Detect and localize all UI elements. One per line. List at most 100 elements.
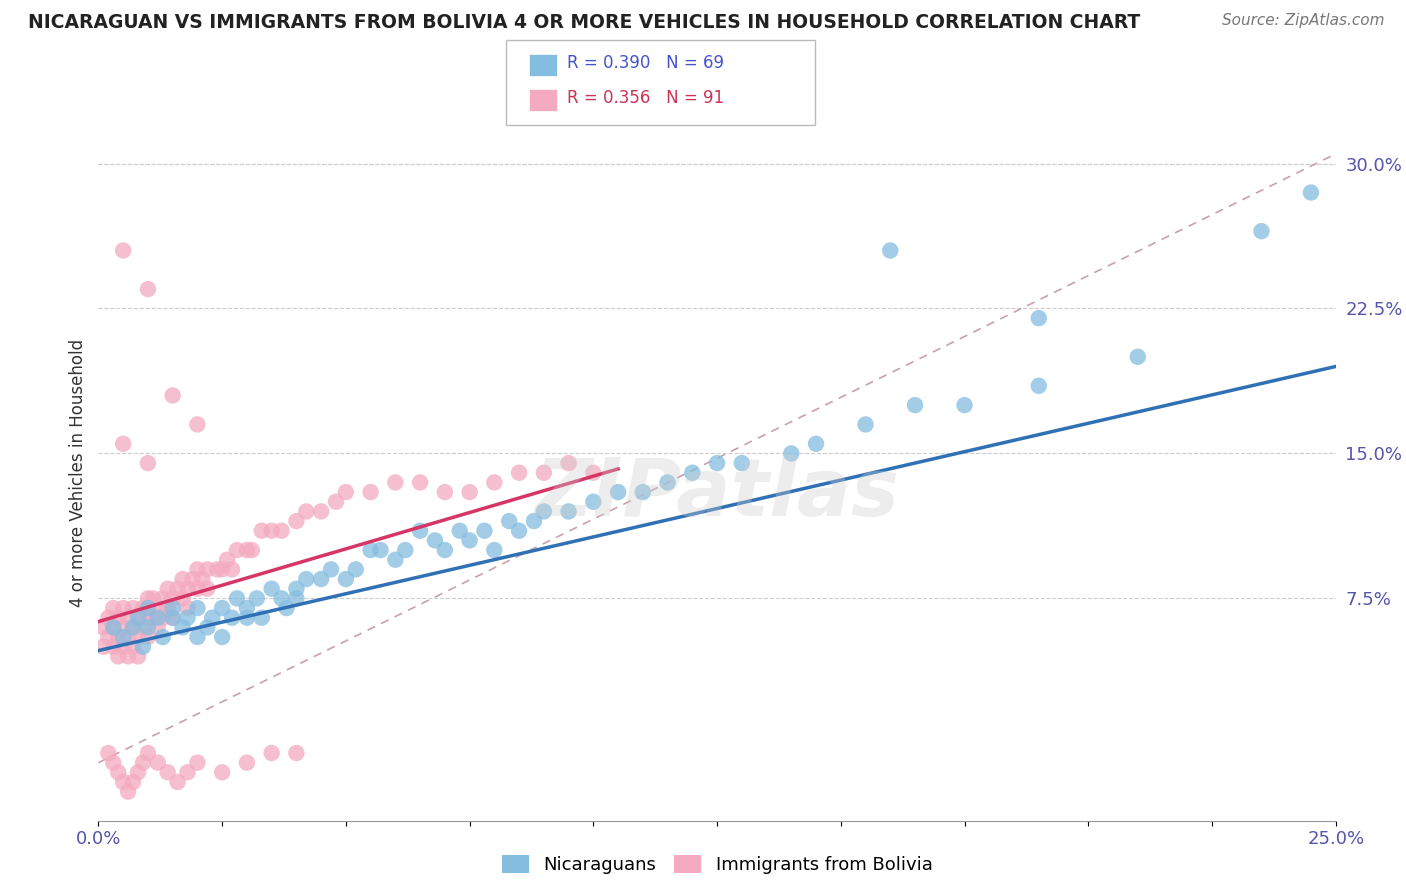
Point: [136, 601, 159, 615]
Point: [176, 601, 198, 615]
Point: [498, 514, 520, 528]
Point: [423, 533, 446, 548]
Point: [117, 630, 139, 644]
Point: [103, 601, 125, 615]
Point: [270, 591, 292, 606]
Point: [156, 582, 179, 596]
Point: [904, 398, 927, 412]
Point: [1126, 350, 1149, 364]
Point: [236, 543, 259, 558]
Point: [93, 620, 115, 634]
Point: [127, 765, 149, 780]
Point: [146, 620, 169, 634]
Point: [112, 601, 135, 615]
Point: [162, 388, 184, 402]
Point: [186, 582, 208, 596]
Point: [285, 514, 308, 528]
Point: [132, 620, 155, 634]
Point: [533, 466, 555, 480]
Point: [855, 417, 877, 432]
Point: [112, 436, 135, 450]
Point: [804, 436, 827, 450]
Point: [186, 601, 208, 615]
Point: [211, 630, 233, 644]
Point: [162, 591, 184, 606]
Point: [409, 524, 432, 538]
Point: [250, 524, 273, 538]
Point: [205, 562, 228, 576]
Point: [879, 244, 901, 258]
Point: [458, 485, 481, 500]
Legend: Nicaraguans, Immigrants from Bolivia: Nicaraguans, Immigrants from Bolivia: [495, 847, 939, 881]
Point: [146, 601, 169, 615]
Text: R = 0.356   N = 91: R = 0.356 N = 91: [567, 89, 724, 107]
Point: [117, 785, 139, 799]
Point: [780, 446, 803, 460]
Point: [107, 611, 129, 625]
Point: [176, 611, 198, 625]
Text: NICARAGUAN VS IMMIGRANTS FROM BOLIVIA 4 OR MORE VEHICLES IN HOUSEHOLD CORRELATIO: NICARAGUAN VS IMMIGRANTS FROM BOLIVIA 4 …: [28, 13, 1140, 32]
Point: [484, 475, 506, 490]
Point: [409, 475, 432, 490]
Point: [384, 552, 406, 567]
Point: [195, 620, 218, 634]
Point: [260, 746, 283, 760]
Point: [112, 620, 135, 634]
Point: [172, 572, 194, 586]
Point: [458, 533, 481, 548]
Point: [325, 494, 347, 508]
Point: [181, 572, 204, 586]
Point: [166, 775, 188, 789]
Point: [295, 504, 318, 518]
Point: [103, 620, 125, 634]
Point: [657, 475, 679, 490]
Point: [394, 543, 416, 558]
Point: [360, 543, 382, 558]
Point: [319, 562, 342, 576]
Point: [384, 475, 406, 490]
Point: [221, 611, 243, 625]
Point: [1028, 311, 1050, 326]
Point: [142, 611, 165, 625]
Point: [152, 611, 174, 625]
Point: [309, 572, 332, 586]
Point: [335, 485, 357, 500]
Point: [112, 775, 135, 789]
Point: [557, 456, 579, 470]
Point: [127, 611, 149, 625]
Point: [236, 756, 259, 770]
Y-axis label: 4 or more Vehicles in Household: 4 or more Vehicles in Household: [69, 339, 87, 607]
Point: [122, 620, 145, 634]
Point: [474, 524, 496, 538]
Point: [211, 601, 233, 615]
Point: [236, 611, 259, 625]
Point: [172, 591, 194, 606]
Point: [508, 524, 530, 538]
Point: [136, 282, 159, 296]
Point: [731, 456, 754, 470]
Point: [260, 524, 283, 538]
Point: [103, 756, 125, 770]
Point: [122, 601, 145, 615]
Point: [186, 630, 208, 644]
Point: [136, 746, 159, 760]
Point: [117, 649, 139, 664]
Point: [186, 756, 208, 770]
Point: [211, 765, 233, 780]
Point: [217, 552, 239, 567]
Point: [136, 611, 159, 625]
Point: [191, 572, 214, 586]
Point: [236, 601, 259, 615]
Point: [344, 562, 367, 576]
Point: [146, 756, 169, 770]
Point: [582, 466, 605, 480]
Point: [433, 543, 456, 558]
Text: ZIPatlas: ZIPatlas: [534, 455, 900, 533]
Point: [484, 543, 506, 558]
Point: [1299, 186, 1322, 200]
Point: [195, 582, 218, 596]
Point: [508, 466, 530, 480]
Point: [186, 417, 208, 432]
Point: [152, 630, 174, 644]
Point: [166, 582, 188, 596]
